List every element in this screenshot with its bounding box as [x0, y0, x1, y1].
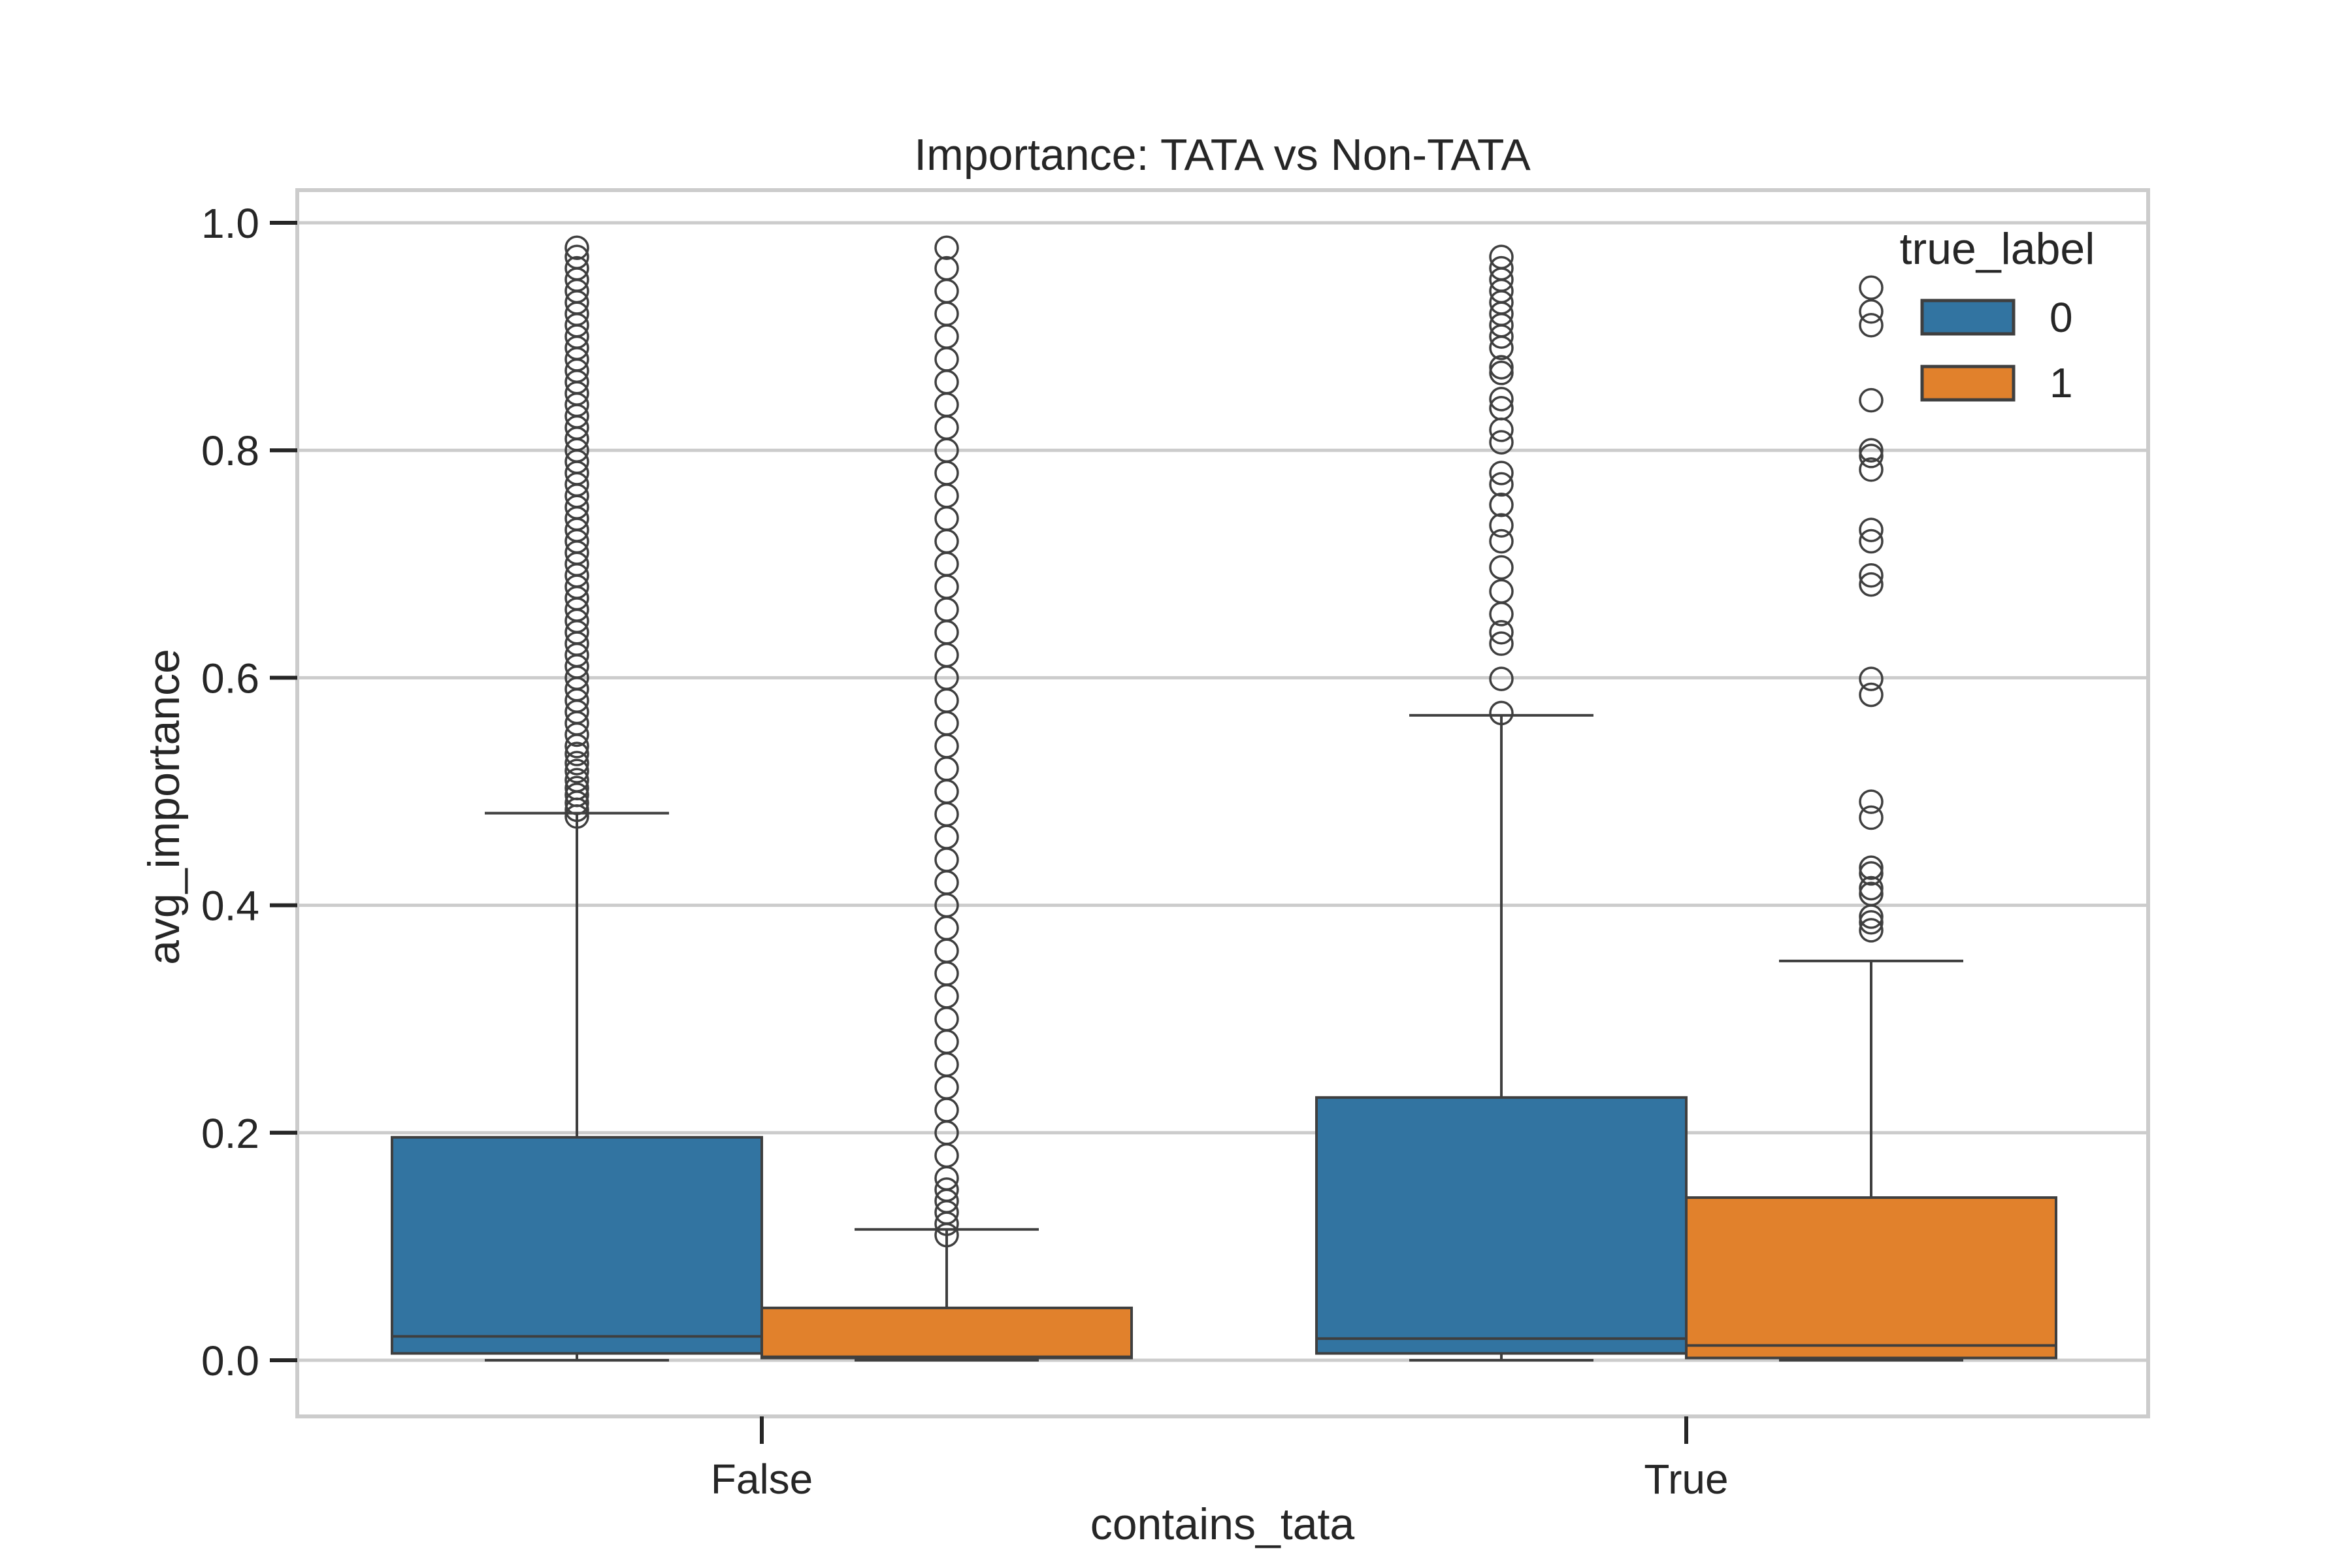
outlier-point	[1859, 805, 1884, 830]
outlier-point	[1489, 244, 1514, 269]
box-group	[760, 235, 1133, 1362]
outlier-point	[1489, 361, 1514, 385]
outlier-point	[564, 742, 589, 766]
outlier-point	[1489, 700, 1514, 726]
x-axis: False True	[711, 1416, 1729, 1503]
outlier-point	[1859, 529, 1884, 554]
y-tick-label: 0.6	[201, 655, 259, 702]
outlier-point	[1489, 430, 1514, 455]
outlier-point	[1489, 396, 1514, 421]
outlier-point	[1489, 666, 1514, 691]
box-iqr	[760, 1306, 1133, 1360]
outlier-point	[1489, 472, 1514, 497]
outlier-point	[934, 235, 959, 261]
outlier-point	[1489, 631, 1514, 656]
outlier-point	[1859, 875, 1884, 901]
outlier-point	[1859, 312, 1884, 338]
outlier-point	[564, 255, 589, 281]
boxes-layer	[391, 235, 2057, 1362]
outlier-point	[1859, 682, 1884, 708]
outlier-point	[1859, 563, 1884, 588]
outlier-point	[1489, 579, 1514, 604]
y-tick-label: 0.0	[201, 1337, 259, 1384]
outlier-point	[1859, 789, 1884, 814]
outlier-point	[1859, 666, 1884, 691]
legend-swatch-1	[1920, 365, 2016, 402]
outlier-point	[934, 1177, 959, 1202]
box-iqr	[391, 1135, 763, 1355]
box-group	[391, 235, 763, 1362]
outlier-point	[1859, 444, 1884, 468]
outlier-point	[564, 776, 589, 801]
outlier-point	[1859, 861, 1884, 886]
box-iqr	[1685, 1196, 2057, 1360]
box-group	[1685, 275, 2057, 1362]
x-axis-label: contains_tata	[1090, 1499, 1355, 1549]
y-tick-label: 0.2	[201, 1110, 259, 1157]
outlier-point	[1489, 355, 1514, 380]
outlier-point	[1489, 513, 1514, 538]
outlier-point	[564, 244, 589, 269]
outlier-point	[1489, 461, 1514, 485]
outlier-point	[1859, 918, 1884, 943]
outlier-point	[564, 235, 589, 261]
outlier-point	[1489, 620, 1514, 645]
outlier-point	[1859, 909, 1884, 935]
legend: true_label 0 1	[1900, 224, 2095, 406]
outlier-point	[564, 759, 589, 783]
outlier-point	[564, 782, 589, 808]
outlier-point	[1859, 855, 1884, 880]
y-tick-label: 0.8	[201, 427, 259, 474]
x-tick-label: True	[1644, 1456, 1728, 1503]
outlier-point	[1489, 493, 1514, 517]
box-group	[1315, 244, 1688, 1362]
outlier-point	[1489, 529, 1514, 554]
outlier-point	[1859, 299, 1884, 324]
outlier-point	[564, 768, 589, 792]
y-axis: 0.0 0.2 0.4 0.6 0.8 1.0	[201, 200, 297, 1384]
outlier-point	[1859, 572, 1884, 597]
outlier-point	[1859, 517, 1884, 542]
outlier-point	[1859, 387, 1884, 413]
outlier-point	[1859, 275, 1884, 300]
outlier-point	[564, 751, 589, 776]
outlier-point	[1859, 457, 1884, 482]
box-iqr	[1315, 1096, 1688, 1355]
y-tick-label: 1.0	[201, 200, 259, 247]
y-tick-label: 0.4	[201, 883, 259, 930]
outlier-point	[934, 255, 959, 281]
outlier-point	[1489, 387, 1514, 412]
chart-title: Importance: TATA vs Non-TATA	[914, 130, 1531, 180]
outlier-point	[1859, 881, 1884, 906]
legend-title: true_label	[1900, 224, 2095, 274]
outlier-point	[1489, 555, 1514, 580]
x-tick-label: False	[711, 1456, 813, 1503]
legend-swatch-0	[1920, 299, 2016, 336]
y-axis-label: avg_importance	[139, 649, 189, 965]
outlier-point	[1489, 255, 1514, 281]
legend-label-1: 1	[2050, 359, 2073, 406]
legend-label-0: 0	[2050, 294, 2073, 341]
outlier-point	[1859, 438, 1884, 463]
